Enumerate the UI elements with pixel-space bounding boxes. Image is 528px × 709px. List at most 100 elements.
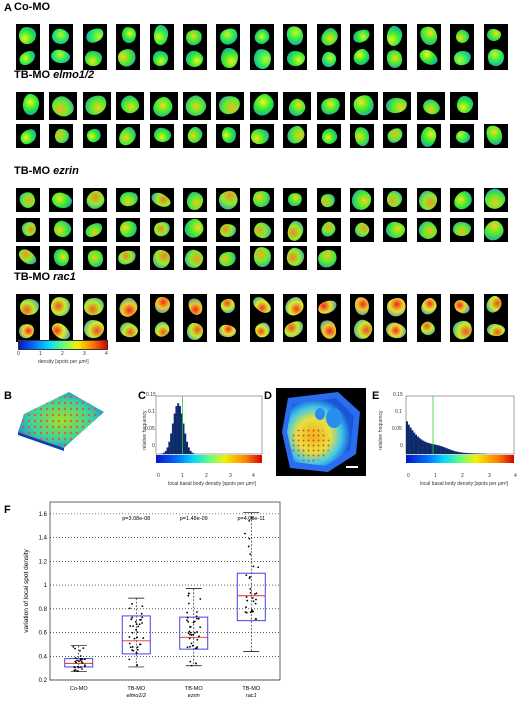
cell-shape <box>83 221 105 240</box>
cell-thumbnail <box>250 318 274 342</box>
cell-thumbnail <box>417 188 441 212</box>
cell-thumbnail <box>250 24 274 48</box>
panel-label-d: D <box>264 390 272 402</box>
hist-bar <box>168 442 170 454</box>
cell-shape <box>186 296 205 317</box>
cell-thumbnail <box>16 124 40 148</box>
hist-bar <box>464 453 466 454</box>
cell-thumbnail <box>283 24 307 48</box>
cell-thumbnail <box>49 188 73 212</box>
data-point <box>141 605 143 607</box>
cell-shape <box>319 95 343 116</box>
hist-bar <box>444 447 446 454</box>
hist-bar <box>161 453 163 454</box>
data-point <box>248 546 250 548</box>
hist-bar <box>435 445 437 454</box>
data-point <box>190 632 192 634</box>
hist-c-xlabel: local basal body density [spots per µm²] <box>168 481 256 487</box>
cell-shape <box>352 318 374 340</box>
data-point <box>252 611 254 613</box>
cell-shape <box>485 294 505 316</box>
data-point <box>244 533 246 535</box>
cell-thumbnail <box>216 294 240 318</box>
hist-bar <box>453 451 455 454</box>
hist-bar <box>440 446 442 454</box>
category-label: TB-MO <box>127 686 145 692</box>
data-point <box>196 615 198 617</box>
cell-thumbnail <box>183 188 207 212</box>
cell-thumbnail <box>417 24 441 48</box>
data-point <box>188 593 190 595</box>
hist-bar <box>426 442 428 454</box>
cell-thumbnail <box>16 46 40 70</box>
cell-shape <box>85 50 103 67</box>
cell-thumbnail <box>116 188 140 212</box>
data-point <box>189 638 191 640</box>
cell-shape <box>350 188 373 211</box>
data-point <box>187 621 189 623</box>
hist-e-ylabel: relative frequency <box>378 411 384 450</box>
hist-e-xtick: 3 <box>488 473 491 479</box>
cell-shape <box>320 50 337 68</box>
cell-shape <box>250 92 278 119</box>
hist-c-ytick: 0.1 <box>148 409 155 415</box>
data-point <box>75 662 77 664</box>
group-title-gene: ezrin <box>53 165 79 177</box>
cell-shape <box>51 219 72 240</box>
cell-thumbnail <box>484 46 508 70</box>
cell-thumbnail <box>183 246 207 270</box>
data-point <box>248 538 250 540</box>
cell-shape <box>417 47 440 69</box>
hist-c-xtick: 4 <box>252 473 255 479</box>
cell-thumbnail <box>283 294 307 318</box>
cell-shape <box>484 188 508 212</box>
hist-e-xticks: 0 1 2 3 4 <box>404 473 518 481</box>
cell-shape <box>455 28 471 44</box>
data-point <box>130 618 132 620</box>
colorbar-tick: 2 <box>61 351 64 357</box>
cell-shape <box>283 294 307 318</box>
hist-bar <box>177 403 179 454</box>
data-point <box>72 646 74 648</box>
cell-thumbnail <box>16 92 44 120</box>
cell-thumbnail <box>16 246 40 270</box>
hist-e-xtick: 2 <box>461 473 464 479</box>
category-sublabel: rac1 <box>246 693 257 699</box>
cell-shape <box>187 191 204 210</box>
y-tick-label: 0.4 <box>39 654 48 660</box>
data-point <box>136 652 138 654</box>
cell-thumbnail <box>417 218 441 242</box>
plot-frame <box>50 502 280 680</box>
data-point <box>76 660 78 662</box>
hist-bar <box>190 451 192 454</box>
cell-shape <box>386 221 407 239</box>
cell-thumbnail <box>116 92 144 120</box>
cell-shape <box>487 28 502 41</box>
hist-c-xtick: 1 <box>181 473 184 479</box>
hist-bar <box>456 452 458 454</box>
cell-shape <box>285 247 305 267</box>
data-point <box>199 626 201 628</box>
cell-shape <box>455 129 471 144</box>
data-point <box>136 623 138 625</box>
cell-shape <box>152 219 172 238</box>
data-point <box>130 646 132 648</box>
cell-shape <box>153 127 172 144</box>
cell-shape <box>287 51 305 66</box>
cell-shape <box>216 188 240 212</box>
cell-shape <box>183 92 209 118</box>
cell-thumbnail <box>116 24 140 48</box>
cell-shape <box>183 248 205 270</box>
cell-shape <box>83 92 110 118</box>
cell-shape <box>251 294 274 316</box>
hist-bar <box>442 447 444 454</box>
cell-thumbnail <box>83 24 107 48</box>
cell-shape <box>486 323 505 337</box>
cell-thumbnail <box>383 318 407 342</box>
cell-thumbnail <box>83 92 111 120</box>
cell-shape <box>252 26 272 46</box>
cell-shape <box>453 222 471 236</box>
hist-c-ytick: 0 <box>152 443 155 449</box>
cell-thumbnail <box>83 46 107 70</box>
data-point <box>245 574 247 576</box>
